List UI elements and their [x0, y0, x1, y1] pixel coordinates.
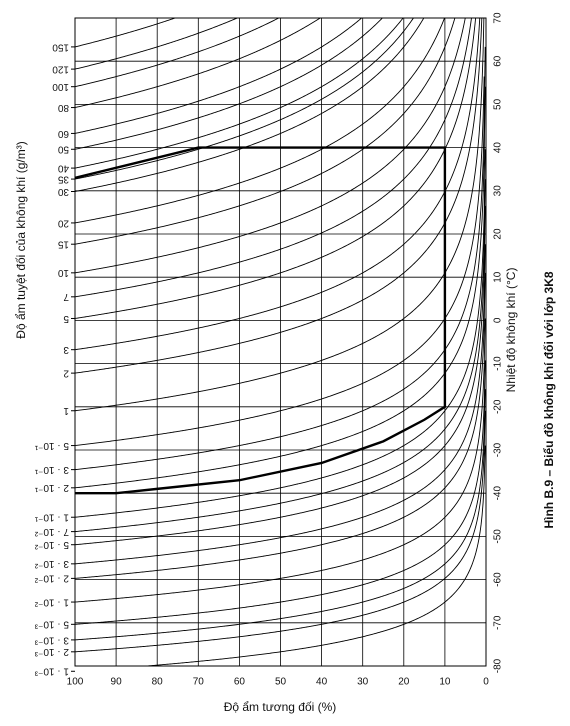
humidity-curve	[75, 18, 414, 180]
humidity-curve	[75, 18, 177, 48]
y2-tick-label: -70	[493, 615, 504, 630]
y-tick-label: 3 · 10⁻³	[34, 634, 69, 645]
y-tick-label: 5	[63, 313, 69, 324]
x-tick-label: 80	[152, 677, 164, 688]
humidity-curve	[75, 18, 477, 319]
y2-tick-label: 30	[493, 185, 504, 197]
x-tick-label: 0	[483, 677, 489, 688]
x-tick-label: 60	[234, 677, 246, 688]
y2-tick-label: 50	[493, 98, 504, 110]
x-tick-label: 100	[67, 677, 84, 688]
y-axis-label: Độ ẩm tuyệt đối của không khí (g/m³)	[14, 141, 28, 338]
humidity-curve	[75, 149, 486, 518]
y2-tick-label: 70	[493, 12, 504, 24]
y-tick-label: 80	[57, 102, 69, 113]
y-tick-label: 20	[57, 217, 69, 228]
humidity-curve	[75, 18, 485, 412]
humidity-curve	[75, 18, 425, 192]
y-tick-label: 40	[57, 162, 69, 173]
y-tick-label: 3 · 10⁻²	[34, 558, 69, 569]
humidity-curve	[75, 18, 466, 274]
x-axis-label: Độ ẩm tương đối (%)	[224, 700, 337, 714]
y2-axis-label: Nhiệt độ không khí (°C)	[504, 268, 518, 393]
y2-tick-label: 0	[493, 317, 504, 323]
y-tick-label: 2 · 10⁻²	[34, 573, 69, 584]
humidity-curve	[75, 244, 486, 565]
y2-tick-label: 10	[493, 271, 504, 283]
humidity-curve	[75, 18, 322, 108]
humidity-curve	[75, 86, 486, 489]
y-tick-label: 7	[63, 291, 69, 302]
y-tick-label: 120	[52, 63, 69, 74]
humidity-curve	[75, 18, 404, 169]
humidity-curve	[75, 18, 472, 298]
y-tick-label: 5 · 10⁻¹	[34, 440, 69, 451]
y2-tick-label: -60	[493, 572, 504, 587]
y2-tick-label: -50	[493, 529, 504, 544]
humidity-curve	[75, 76, 485, 447]
y2-tick-label: -20	[493, 399, 504, 414]
y-tick-label: 15	[57, 239, 69, 250]
humidity-curve	[75, 18, 280, 88]
x-tick-label: 50	[275, 677, 287, 688]
y-tick-label: 1 · 10⁻³	[34, 666, 69, 677]
y-tick-label: 3 · 10⁻¹	[34, 464, 69, 475]
humidity-curve	[75, 18, 363, 134]
y-tick-label: 10	[57, 267, 69, 278]
y-tick-label: 1 · 10⁻²	[34, 596, 69, 607]
caption: Hình B.9 – Biểu đồ không khí đối với lớp…	[542, 271, 556, 528]
y-tick-label: 50	[57, 144, 69, 155]
humidity-curve	[75, 205, 486, 546]
humidity-curve	[141, 445, 486, 666]
x-tick-label: 20	[398, 677, 410, 688]
humidity-curve	[75, 46, 486, 471]
humidity-curve	[75, 18, 239, 70]
y2-tick-label: -30	[493, 442, 504, 457]
y2-tick-label: -80	[493, 658, 504, 673]
y-tick-label: 100	[52, 81, 69, 92]
humidity-curve	[75, 410, 486, 653]
humidity-curve	[75, 360, 486, 625]
x-tick-label: 40	[316, 677, 328, 688]
humidity-curve	[75, 272, 486, 579]
y-tick-label: 5 · 10⁻²	[34, 539, 69, 550]
humidity-curve	[75, 18, 481, 351]
humidity-curve	[75, 389, 486, 641]
humidity-curve	[75, 18, 446, 224]
y-tick-label: 150	[52, 41, 69, 52]
y2-tick-label: -10	[493, 356, 504, 371]
x-tick-label: 90	[111, 677, 123, 688]
y-tick-label: 7 · 10⁻²	[34, 526, 69, 537]
x-tick-label: 10	[439, 677, 451, 688]
y2-tick-label: -40	[493, 486, 504, 501]
y-tick-label: 3	[63, 344, 69, 355]
y2-tick-label: 20	[493, 228, 504, 240]
humidity-curve	[75, 318, 486, 603]
y2-tick-label: 40	[493, 142, 504, 154]
y-tick-label: 1 · 10⁻¹	[34, 512, 69, 523]
y-tick-label: 2	[63, 367, 69, 378]
y-tick-label: 5 · 10⁻³	[34, 619, 69, 630]
y-tick-label: 30	[57, 186, 69, 197]
humidity-curve	[75, 18, 456, 245]
y-tick-label: 60	[57, 128, 69, 139]
y-tick-label: 2 · 10⁻¹	[34, 482, 69, 493]
x-tick-label: 70	[193, 677, 205, 688]
y-tick-label: 1	[63, 405, 69, 416]
humidity-curve	[75, 179, 486, 533]
x-tick-label: 30	[357, 677, 369, 688]
y-tick-label: 35	[57, 173, 69, 184]
y-tick-label: 2 · 10⁻³	[34, 646, 69, 657]
humidity-curve	[75, 18, 483, 374]
plot-area	[75, 18, 486, 666]
y2-tick-label: 60	[493, 55, 504, 67]
